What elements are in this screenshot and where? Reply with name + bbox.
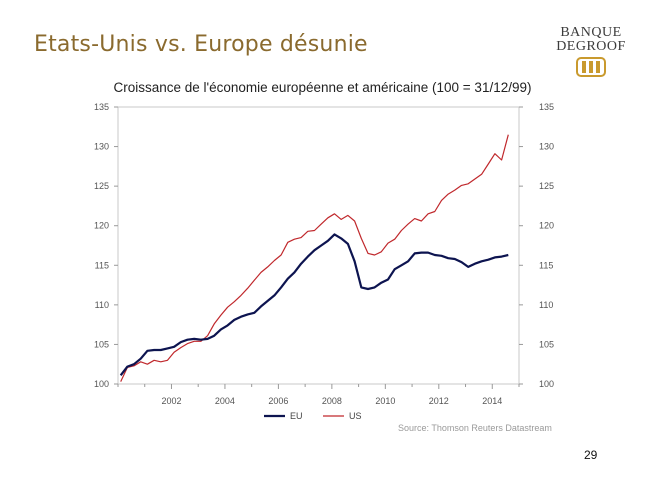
x-tick-label: 2002 [161, 396, 181, 406]
slide-title: Etats-Unis vs. Europe désunie [34, 32, 368, 57]
series-line-eu [119, 233, 509, 376]
logo-line-1: BANQUE [560, 25, 622, 40]
legend-label-eu: EU [290, 411, 303, 421]
y-tick-label-left: 105 [94, 339, 109, 349]
y-tick-label-right: 105 [539, 339, 554, 349]
legend-label-us: US [349, 411, 362, 421]
y-tick-label-right: 100 [539, 379, 554, 389]
y-tick-label-left: 130 [94, 142, 109, 152]
y-tick-label-left: 135 [94, 102, 109, 112]
x-tick-label: 2010 [375, 396, 395, 406]
chart-source: Source: Thomson Reuters Datastream [398, 423, 552, 433]
y-tick-label-left: 110 [95, 300, 109, 310]
y-tick-label-right: 125 [539, 181, 554, 191]
logo-line-2: DEGROOF [556, 39, 626, 54]
y-tick-label-left: 100 [94, 379, 109, 389]
page-number: 29 [584, 448, 598, 462]
plot-area-frame [117, 106, 520, 385]
x-tick-label: 2006 [268, 396, 288, 406]
x-tick-label: 2008 [322, 396, 342, 406]
y-tick-label-right: 120 [539, 221, 554, 231]
x-tick-label: 2014 [482, 396, 502, 406]
banque-degroof-logo: BANQUE DEGROOF [548, 26, 634, 77]
y-tick-label-right: 135 [539, 102, 554, 112]
y-tick-label-right: 115 [539, 260, 553, 270]
chart-title: Croissance de l'économie européenne et a… [113, 80, 532, 95]
y-tick-label-right: 130 [539, 142, 554, 152]
x-tick-label: 2004 [215, 396, 235, 406]
x-tick-label: 2012 [429, 396, 449, 406]
y-tick-label-left: 120 [94, 221, 109, 231]
logo-emblem-icon [576, 57, 606, 77]
series-line-us [120, 134, 509, 382]
y-tick-label-left: 115 [95, 260, 109, 270]
y-tick-label-left: 125 [94, 181, 109, 191]
y-tick-label-right: 110 [539, 300, 553, 310]
